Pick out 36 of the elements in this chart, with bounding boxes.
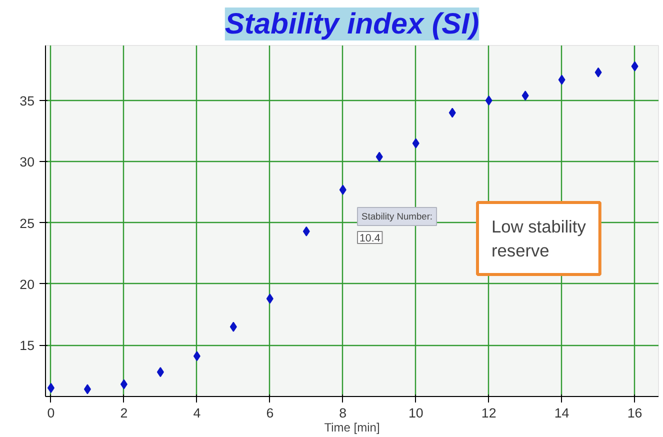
point <box>266 294 274 304</box>
x-tick-label: 6 <box>266 406 274 420</box>
chart-title: Stability index (SI) <box>224 8 480 40</box>
point <box>376 152 383 162</box>
x-tick-label: 8 <box>339 406 347 420</box>
annotation: Low stability reserve <box>492 216 586 260</box>
point <box>156 367 164 378</box>
point <box>84 384 91 394</box>
point <box>230 322 237 332</box>
x-tick-label: 4 <box>193 406 202 420</box>
x-axis-title: Time [min] <box>324 420 380 434</box>
x-tick-label: 2 <box>120 406 128 420</box>
x-tick-label: 16 <box>627 406 642 420</box>
point <box>339 184 346 195</box>
x-tick-label: 0 <box>47 406 55 420</box>
point <box>522 90 529 101</box>
point <box>193 351 200 362</box>
x-tick-label: 12 <box>481 406 496 420</box>
point <box>485 96 492 106</box>
point <box>120 379 128 390</box>
point <box>302 226 310 236</box>
point <box>558 74 566 85</box>
point <box>448 108 456 118</box>
y-tick-label: 35 <box>20 94 35 109</box>
annotation: Stability Number: <box>362 212 433 222</box>
y-tick-label: 25 <box>20 216 35 231</box>
y-tick-label: 15 <box>20 338 35 354</box>
annotation: 10.4 <box>360 232 380 244</box>
x-tick-label: 10 <box>408 406 424 420</box>
point <box>631 61 638 72</box>
point <box>412 138 420 148</box>
x-tick-label: 14 <box>554 406 570 420</box>
y-tick-label: 30 <box>20 154 35 170</box>
point <box>47 382 54 393</box>
point <box>594 67 602 78</box>
y-tick-label: 20 <box>20 276 35 292</box>
